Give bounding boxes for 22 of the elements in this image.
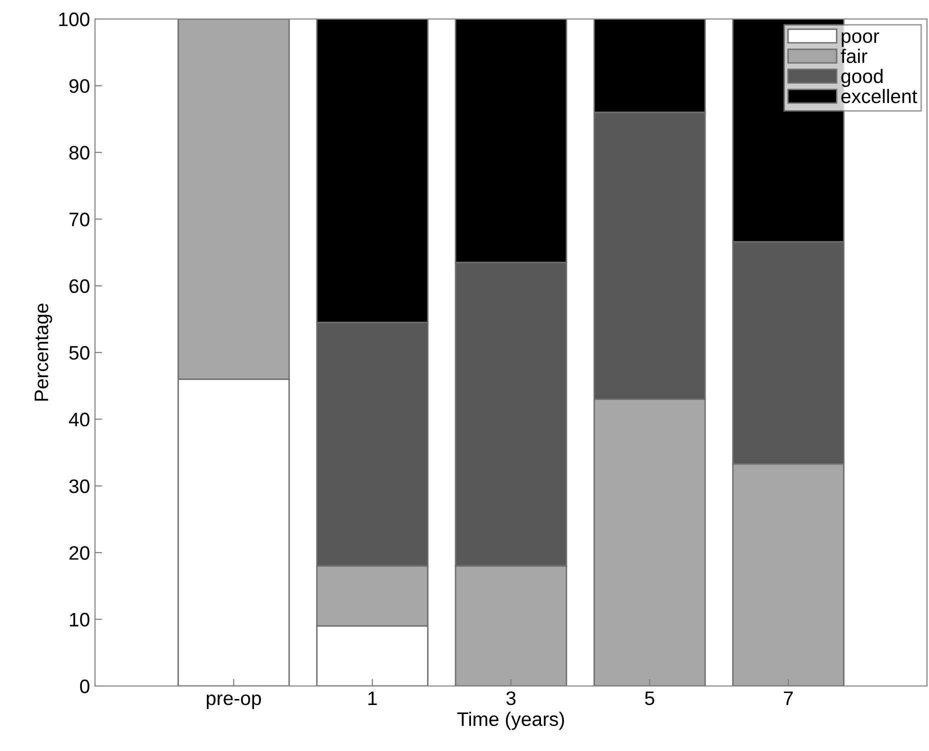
- y-tick-label: 70: [70, 212, 90, 226]
- x-axis-title: Time (years): [457, 712, 564, 730]
- y-tick-label: 60: [70, 279, 90, 294]
- y-axis-title: Percentage: [34, 304, 52, 401]
- y-tick-label: 20: [69, 546, 90, 560]
- y-tick-label: 0: [80, 679, 90, 694]
- x-tick-label: pre-op: [206, 694, 261, 709]
- x-tick-label: 3: [506, 691, 516, 706]
- x-tick-label: 5: [645, 692, 654, 706]
- legend-label: fair: [840, 48, 868, 64]
- legend-label: poor: [842, 32, 880, 47]
- y-tick-label: 30: [69, 479, 90, 494]
- y-tick-label: 90: [69, 79, 90, 93]
- legend-label: excellent: [841, 88, 918, 104]
- y-tick-label: 80: [69, 146, 90, 160]
- y-tick-label: 50: [69, 346, 90, 360]
- legend-label: good: [841, 68, 883, 87]
- x-tick-label: 1: [368, 692, 377, 705]
- y-tick-label: 100: [59, 12, 90, 26]
- y-tick-label: 10: [70, 612, 90, 627]
- x-tick-label: 7: [784, 692, 793, 705]
- y-tick-label: 40: [68, 412, 90, 426]
